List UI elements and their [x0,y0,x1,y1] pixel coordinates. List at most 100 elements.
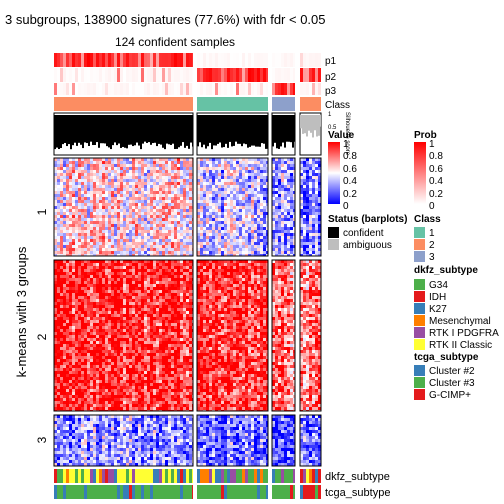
heatmap-cell [153,436,156,439]
p3-cell [141,83,144,95]
heatmap-cell [147,224,150,227]
heatmap-cell [117,206,120,209]
heatmap-cell [117,359,120,362]
heatmap-cell [111,368,114,371]
heatmap-cell [129,164,132,167]
heatmap-cell [102,233,105,236]
heatmap-cell [141,167,144,170]
heatmap-cell [72,224,75,227]
heatmap-cell [180,371,183,374]
heatmap-cell [165,386,168,389]
silhouette-bar [245,115,247,145]
heatmap-cell [147,293,150,296]
heatmap-cell [66,389,69,392]
heatmap-cell [75,233,78,236]
heatmap-cell [180,293,183,296]
heatmap-cell [138,287,141,290]
p1-cell [102,53,105,67]
heatmap-cell [159,248,162,251]
heatmap-cell [150,323,153,326]
heatmap-cell [132,368,135,371]
p3-cell [206,83,209,95]
heatmap-cell [135,380,138,383]
heatmap-cell [141,215,144,218]
p2-cell [318,68,321,82]
heatmap-cell [102,338,105,341]
heatmap-cell [177,209,180,212]
heatmap-cell [78,311,81,314]
heatmap-cell [75,451,78,454]
heatmap-cell [153,427,156,430]
heatmap-cell [129,335,132,338]
heatmap-cell [102,418,105,421]
heatmap-cell [180,272,183,275]
heatmap-cell [150,401,153,404]
heatmap-cell [60,281,63,284]
heatmap-cell [159,344,162,347]
heatmap-cell [135,374,138,377]
heatmap-cell [186,383,189,386]
heatmap-cell [75,311,78,314]
heatmap-cell [123,197,126,200]
heatmap-cell [126,191,129,194]
heatmap-cell [102,170,105,173]
heatmap-cell [171,380,174,383]
heatmap-cell [54,320,57,323]
heatmap-cell [111,436,114,439]
heatmap-cell [99,269,102,272]
heatmap-cell [123,314,126,317]
heatmap-cell [54,203,57,206]
heatmap-cell [144,227,147,230]
heatmap-cell [126,442,129,445]
heatmap-cell [84,401,87,404]
heatmap-cell [63,212,66,215]
heatmap-cell [138,386,141,389]
heatmap-cell [165,427,168,430]
heatmap-cell [108,269,111,272]
heatmap-cell [87,365,90,368]
heatmap-cell [183,311,186,314]
heatmap-cell [177,227,180,230]
heatmap-cell [78,445,81,448]
heatmap-cell [120,233,123,236]
heatmap-cell [57,227,60,230]
heatmap-cell [120,374,123,377]
p1-cell [251,53,254,67]
heatmap-cell [93,260,96,263]
heatmap-cell [93,371,96,374]
heatmap-cell [132,311,135,314]
heatmap-cell [72,407,75,410]
heatmap-cell [102,251,105,254]
heatmap-cell [165,442,168,445]
heatmap-cell [129,179,132,182]
heatmap-cell [168,392,171,395]
heatmap-cell [114,221,117,224]
heatmap-cell [72,365,75,368]
heatmap-cell [186,242,189,245]
heatmap-cell [180,368,183,371]
heatmap-cell [54,251,57,254]
heatmap-cell [63,308,66,311]
heatmap-cell [156,182,159,185]
heatmap-cell [99,317,102,320]
heatmap-cell [144,203,147,206]
heatmap-cell [87,263,90,266]
heatmap-cell [138,164,141,167]
heatmap-cell [60,347,63,350]
heatmap-cell [75,374,78,377]
heatmap-cell [78,173,81,176]
heatmap-cell [87,353,90,356]
heatmap-cell [54,167,57,170]
heatmap-cell [189,218,192,221]
heatmap-cell [81,424,84,427]
heatmap-cell [93,380,96,383]
heatmap-cell [81,314,84,317]
heatmap-cell [111,326,114,329]
heatmap-cell [84,194,87,197]
heatmap-cell [177,218,180,221]
heatmap-cell [150,415,153,418]
silhouette-bar [288,115,290,142]
silhouette-bar [78,115,80,143]
p3-cell [200,83,203,95]
heatmap-cell [141,248,144,251]
